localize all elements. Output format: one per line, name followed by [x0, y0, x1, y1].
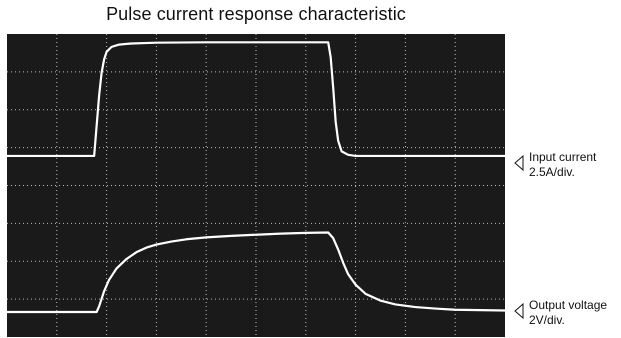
triangle-marker-icon — [514, 303, 524, 319]
chart-title: Pulse current response characteristic — [106, 4, 406, 24]
scope-background — [7, 34, 505, 337]
output-voltage-label: Output voltage — [529, 298, 608, 312]
output-voltage-trace — [7, 231, 505, 314]
input-current-trace — [7, 41, 505, 158]
scope-traces — [7, 41, 505, 314]
output-voltage-scale: 2V/div. — [529, 313, 565, 327]
oscilloscope-screen — [7, 34, 505, 337]
input-current-label: Input current — [529, 150, 597, 164]
triangle-marker-icon — [514, 155, 524, 171]
input-current-scale: 2.5A/div. — [529, 165, 575, 179]
